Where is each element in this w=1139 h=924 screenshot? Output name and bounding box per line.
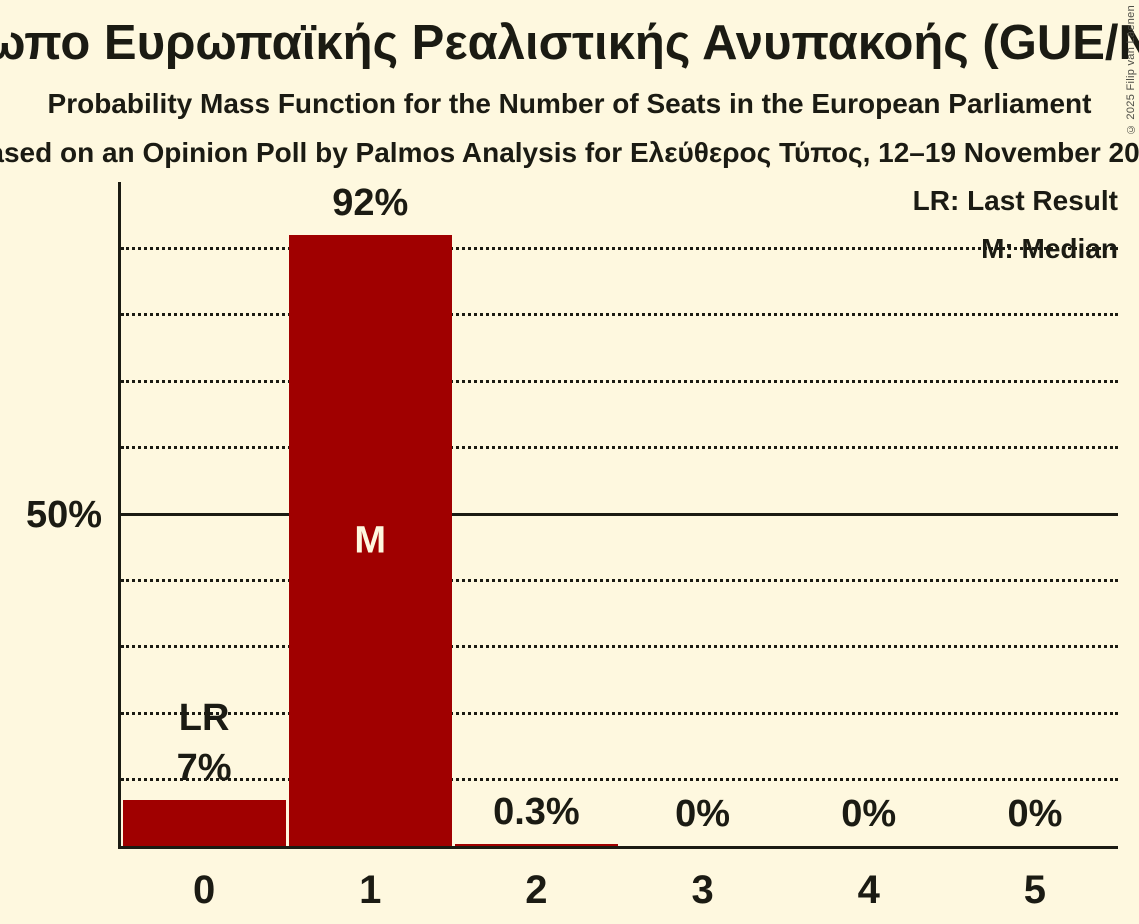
x-tick-label-4: 4 — [857, 868, 880, 912]
copyright-notice: © 2025 Filip van Laenen — [1125, 5, 1137, 136]
legend-last-result: LR: Last Result — [912, 185, 1118, 216]
bar-seats-0 — [122, 799, 286, 846]
plot-area: 7% LR 0 M 92% 1 0.3% 2 0% 3 0% 4 0% 5 — [118, 182, 1118, 912]
gridline-80pct — [121, 313, 1118, 317]
bar-value-label-3: 0% — [675, 793, 731, 835]
gridline-60pct — [121, 446, 1118, 450]
x-tick-label-3: 3 — [691, 868, 714, 912]
gridline-10pct — [121, 778, 1118, 782]
y-axis-50-label: 50% — [25, 494, 102, 536]
x-tick-label-5: 5 — [1023, 868, 1047, 912]
bar-value-label-5: 0% — [1007, 793, 1063, 835]
median-marker-label: M — [354, 519, 387, 562]
bar-seats-1: M — [288, 235, 452, 846]
gridline-40pct — [121, 578, 1118, 582]
x-tick-label-1: 1 — [359, 868, 382, 912]
bar-value-label-4: 0% — [841, 793, 897, 835]
gridline-30pct — [121, 645, 1118, 649]
chart-title: Μέτωπο Ευρωπαϊκής Ρεαλιστικής Ανυπακοής … — [0, 16, 1139, 70]
chart-source-line: Based on an Opinion Poll by Palmos Analy… — [0, 137, 1139, 168]
bar-value-label-1: 92% — [332, 182, 409, 225]
gridline-50pct — [121, 512, 1118, 516]
gridline-90pct — [121, 246, 1118, 250]
chart-subtitle: Probability Mass Function for the Number… — [47, 88, 1092, 119]
x-tick-label-2: 2 — [525, 868, 548, 912]
bar-seats-2 — [454, 844, 618, 846]
gridline-20pct — [121, 711, 1118, 715]
legend: LR: Last Result M: Median — [913, 177, 1118, 273]
x-tick-label-0: 0 — [192, 868, 216, 912]
legend-median: M: Median — [981, 233, 1118, 264]
last-result-marker-label: LR — [178, 696, 230, 739]
gridline-70pct — [121, 379, 1118, 383]
bar-value-label-0: 7% — [176, 746, 232, 789]
bar-value-label-2: 0.3% — [493, 791, 580, 834]
